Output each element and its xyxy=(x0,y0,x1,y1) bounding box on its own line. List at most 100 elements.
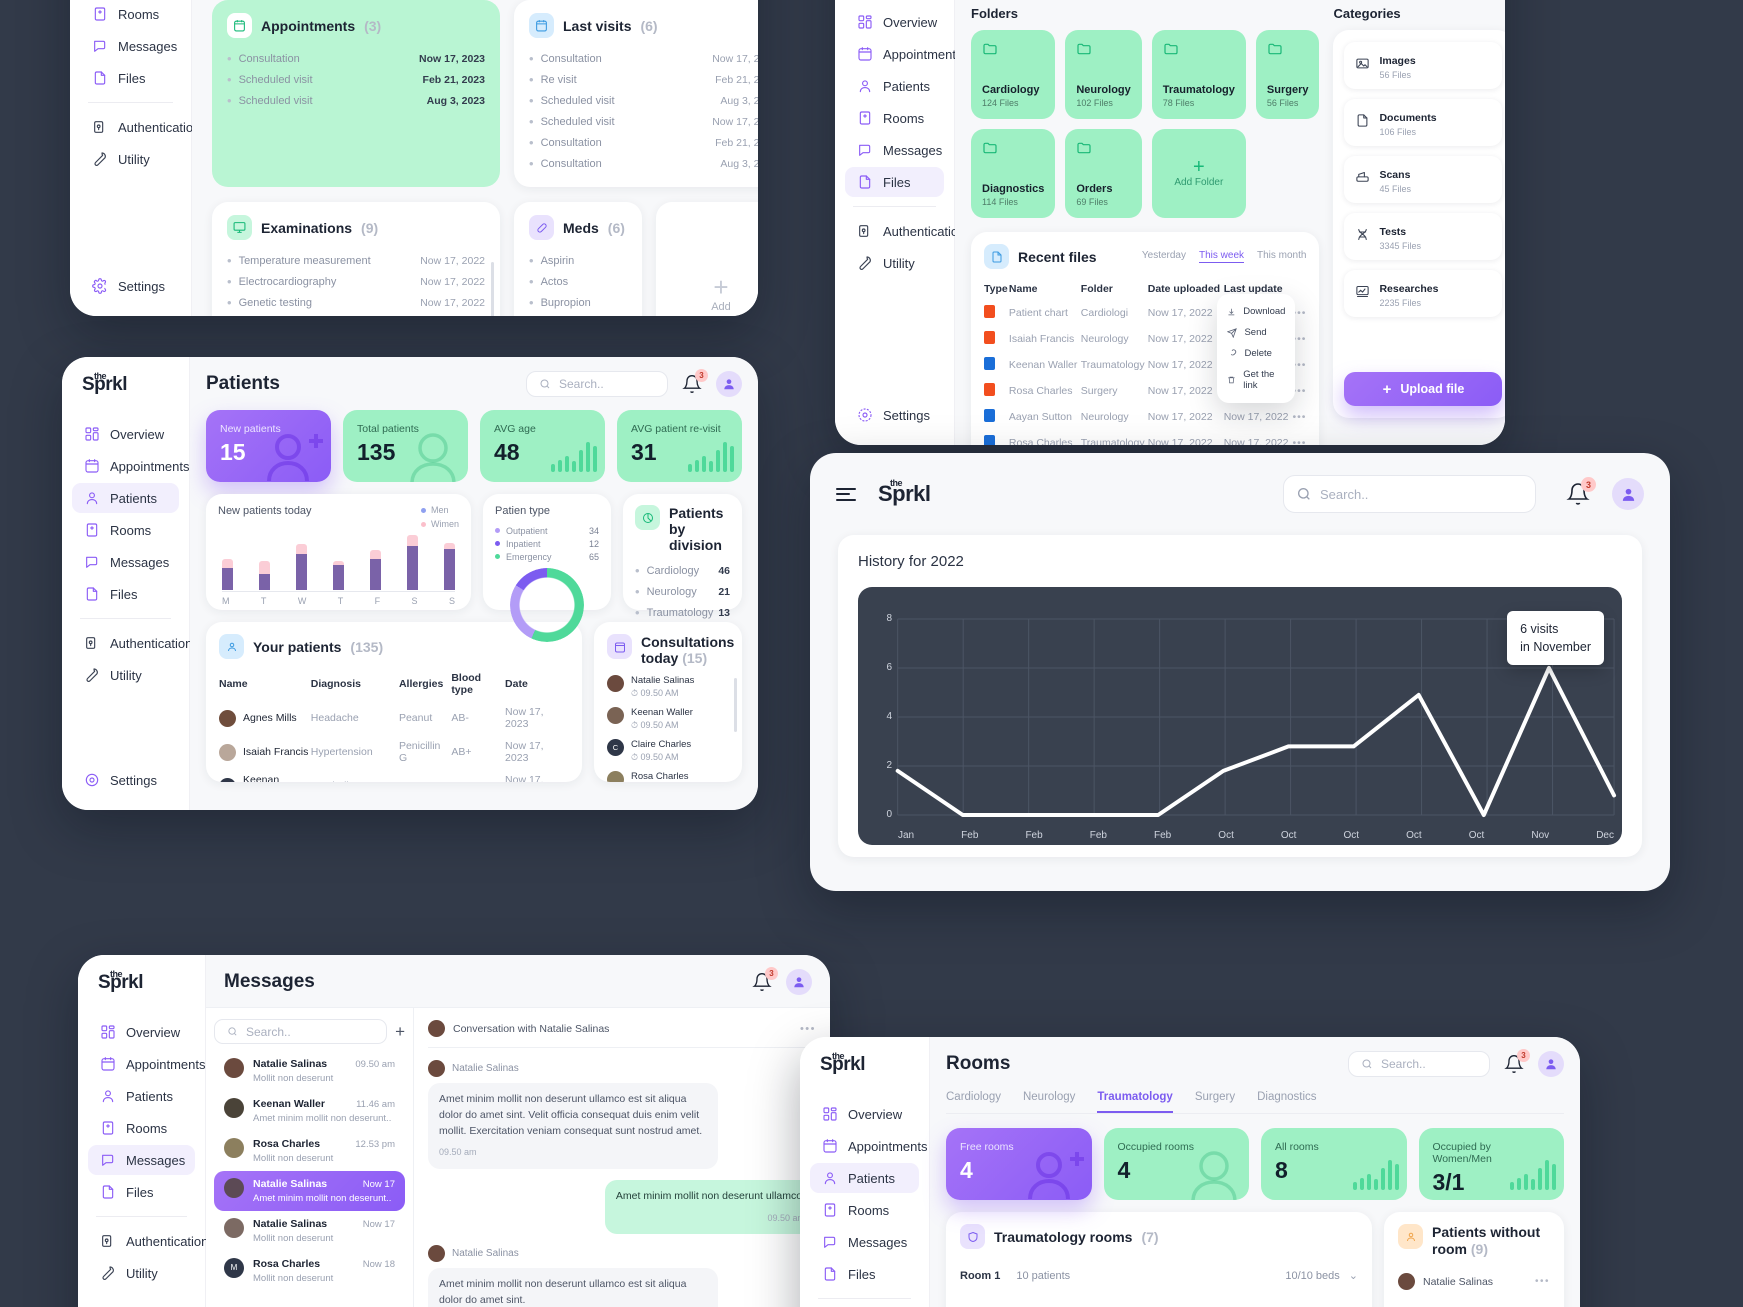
sidebar-item-rooms[interactable]: Rooms xyxy=(72,515,179,545)
notifications-button[interactable]: 3 xyxy=(1566,477,1596,506)
sidebar-item-authentications[interactable]: Authentications xyxy=(88,1226,215,1256)
sidebar-item-files[interactable]: Files xyxy=(80,63,181,93)
notifications-button[interactable]: 3 xyxy=(752,967,778,992)
sidebar-item-appointments[interactable]: Appointments xyxy=(810,1131,928,1161)
message-thread[interactable]: Natalie Salinas Now 17 Amet minim mollit n… xyxy=(214,1171,405,1211)
menu-item-get-the-link[interactable]: Get the link xyxy=(1217,364,1295,396)
sidebar-item-utility[interactable]: Utility xyxy=(72,660,179,690)
sidebar-item-authentications[interactable]: Authentications xyxy=(845,216,972,246)
category-card[interactable]: Scans 45 Files xyxy=(1344,156,1503,203)
message-thread[interactable]: Natalie Salinas Now 17 Mollit non deserunt xyxy=(214,1211,405,1251)
sidebar-item-utility[interactable]: Utility xyxy=(845,248,944,278)
sidebar-item-patients[interactable]: Patients xyxy=(72,483,179,513)
messages-search-input[interactable]: Search.. xyxy=(214,1019,388,1044)
message-thread[interactable]: Keenan Waller 11.46 am Amet minim mollit n… xyxy=(214,1091,405,1131)
notifications-button[interactable]: 3 xyxy=(1504,1049,1530,1074)
sidebar-item-messages[interactable]: Messages xyxy=(88,1145,195,1175)
category-card[interactable]: Tests 3345 Files xyxy=(1344,213,1503,260)
category-card[interactable]: Researches 2235 Files xyxy=(1344,270,1503,317)
room-row[interactable]: Room 1 10 patients 10/10 beds ⌄ xyxy=(960,1269,1358,1283)
table-row[interactable]: Rosa Charles Traumatology Now 17, 2022 Now … xyxy=(984,430,1306,445)
tab-traumatology[interactable]: Traumatology xyxy=(1097,1091,1173,1113)
sidebar-item-appointments[interactable]: Appointments xyxy=(845,39,963,69)
sidebar-item-overview[interactable]: Overview xyxy=(88,1017,195,1047)
more-icon[interactable]: ••• xyxy=(1534,1276,1550,1288)
hamburger-button[interactable] xyxy=(836,487,856,501)
sidebar-item-messages[interactable]: Messages xyxy=(845,135,944,165)
tab-diagnostics[interactable]: Diagnostics xyxy=(1257,1091,1317,1103)
sidebar-item-appointments[interactable]: Appointments xyxy=(72,451,190,481)
row-more-button[interactable]: ••• xyxy=(1292,385,1307,397)
table-row[interactable]: Agnes Mills Headache Peanut AB- Now 17, 2023 xyxy=(219,701,569,735)
row-more-button[interactable]: ••• xyxy=(1292,359,1307,371)
folder-card[interactable]: Orders 69 Files xyxy=(1065,129,1142,218)
scrollbar[interactable] xyxy=(734,678,737,732)
sidebar-item-utility[interactable]: Utility xyxy=(80,144,181,174)
sidebar-item-overview[interactable]: Overview xyxy=(810,1099,919,1129)
sidebar-item-settings[interactable]: Settings xyxy=(80,271,181,301)
sidebar-item-settings[interactable]: Settings xyxy=(72,765,179,795)
filter-yesterday[interactable]: Yesterday xyxy=(1141,250,1186,261)
row-more-button[interactable]: ••• xyxy=(1292,333,1307,345)
row-more-button[interactable]: ••• xyxy=(1292,307,1307,319)
sidebar-item-authentications[interactable]: Authentications xyxy=(80,112,207,142)
row-more-button[interactable]: ••• xyxy=(1292,437,1307,445)
search-input[interactable]: Search.. xyxy=(1348,1051,1490,1077)
row-more-button[interactable]: ••• xyxy=(1292,411,1307,423)
file-context-menu[interactable]: Download Send Delete Get the link xyxy=(1217,294,1296,403)
folder-card[interactable]: Traumatology 78 Files xyxy=(1151,30,1246,119)
folder-card[interactable]: Surgery 56 Files xyxy=(1255,30,1320,119)
chevron-down-icon[interactable]: ⌄ xyxy=(1348,1270,1358,1282)
filter-this-month[interactable]: This month xyxy=(1257,250,1307,261)
category-card[interactable]: Images 56 Files xyxy=(1344,42,1503,89)
sidebar-item-appointments[interactable]: Appointments xyxy=(88,1049,206,1079)
folder-card[interactable]: Neurology 102 Files xyxy=(1065,30,1142,119)
new-message-button[interactable]: + xyxy=(395,1021,405,1041)
sidebar-item-messages[interactable]: Messages xyxy=(80,31,181,61)
sidebar-item-rooms[interactable]: Rooms xyxy=(810,1195,919,1225)
menu-item-download[interactable]: Download xyxy=(1217,301,1295,322)
search-input[interactable]: Search.. xyxy=(1283,475,1536,513)
sidebar-item-messages[interactable]: Messages xyxy=(810,1227,919,1257)
sidebar-item-overview[interactable]: Overview xyxy=(72,419,179,449)
sidebar-item-authentications[interactable]: Authentications xyxy=(72,628,199,658)
sidebar-item-rooms[interactable]: Rooms xyxy=(845,103,944,133)
upload-file-button[interactable]: + Upload file xyxy=(1344,372,1503,406)
consultation-item[interactable]: C Claire Charles ⏱ 09.50 AM xyxy=(607,739,729,763)
menu-item-delete[interactable]: Delete xyxy=(1217,343,1295,364)
tab-surgery[interactable]: Surgery xyxy=(1194,1091,1236,1103)
folder-card[interactable]: Diagnostics 114 Files xyxy=(971,129,1056,218)
sidebar-item-files[interactable]: Files xyxy=(88,1177,195,1207)
avatar[interactable] xyxy=(716,371,742,397)
table-row[interactable]: KKeenan WallerFood Allergy_B-Now 17, 202… xyxy=(219,769,569,782)
sidebar-item-patients[interactable]: Patients xyxy=(88,1081,195,1111)
consultation-item[interactable]: Natalie Salinas ⏱ 09.50 AM xyxy=(607,675,729,699)
avatar[interactable] xyxy=(786,969,812,995)
sidebar-item-files[interactable]: Files xyxy=(810,1259,919,1289)
menu-item-send[interactable]: Send xyxy=(1217,322,1295,343)
sidebar-item-files[interactable]: Files xyxy=(72,579,179,609)
add-folder-card[interactable]: + Add Folder xyxy=(1151,129,1246,218)
sidebar-item-messages[interactable]: Messages xyxy=(72,547,179,577)
sidebar-item-files[interactable]: Files xyxy=(845,167,944,197)
table-row[interactable]: Isaiah Francis Hypertension Penicillin G AB… xyxy=(219,735,569,769)
sidebar-item-patients[interactable]: Patients xyxy=(810,1163,919,1193)
more-icon[interactable]: ••• xyxy=(799,1022,816,1035)
sidebar-item-rooms[interactable]: Rooms xyxy=(80,0,181,29)
sidebar-item-settings[interactable]: Settings xyxy=(845,400,944,430)
avatar[interactable] xyxy=(1612,478,1644,510)
sidebar-item-patients[interactable]: Patients xyxy=(845,71,944,101)
consultation-item[interactable]: Rosa Charles xyxy=(607,771,729,782)
without-room-item[interactable]: Natalie Salinas ••• xyxy=(1398,1273,1550,1291)
search-input[interactable]: Search.. xyxy=(526,371,668,397)
sidebar-item-overview[interactable]: Overview xyxy=(845,7,944,37)
message-thread[interactable]: Natalie Salinas 09.50 am Mollit non deseru… xyxy=(214,1051,405,1091)
sidebar-item-utility[interactable]: Utility xyxy=(88,1258,195,1288)
tab-neurology[interactable]: Neurology xyxy=(1022,1091,1076,1103)
table-row[interactable]: Aayan Sutton Neurology Now 17, 2022 Now 17,… xyxy=(984,404,1306,430)
scrollbar[interactable] xyxy=(491,262,494,316)
consultation-item[interactable]: Keenan Waller ⏱ 09.50 AM xyxy=(607,707,729,731)
add-card[interactable]: + Add xyxy=(656,202,758,316)
message-thread[interactable]: M Rosa Charles Now 18 Mollit non deserunt xyxy=(214,1251,405,1291)
tab-cardiology[interactable]: Cardiology xyxy=(946,1091,1001,1103)
